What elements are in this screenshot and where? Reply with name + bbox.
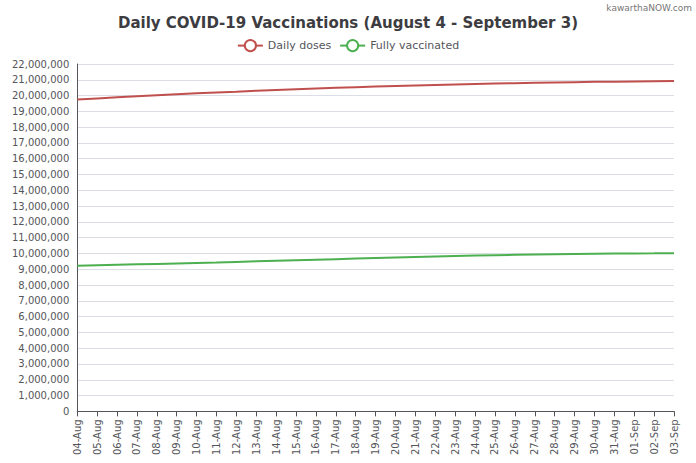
svg-text:20-Aug: 20-Aug [390, 419, 401, 455]
svg-text:26-Aug: 26-Aug [509, 419, 520, 455]
svg-text:22-Aug: 22-Aug [430, 419, 441, 455]
svg-text:13,000,000: 13,000,000 [12, 201, 69, 212]
svg-text:Daily COVID-19 Vaccinations (A: Daily COVID-19 Vaccinations (August 4 - … [118, 14, 578, 32]
svg-text:23-Aug: 23-Aug [450, 419, 461, 455]
svg-text:20,000,000: 20,000,000 [12, 90, 69, 101]
svg-text:02-Sep: 02-Sep [649, 419, 660, 454]
svg-text:9,000,000: 9,000,000 [18, 264, 69, 275]
svg-text:03-Sep: 03-Sep [669, 419, 680, 454]
svg-text:08-Aug: 08-Aug [151, 419, 162, 455]
svg-text:16-Aug: 16-Aug [310, 419, 321, 455]
svg-text:18,000,000: 18,000,000 [12, 122, 69, 133]
svg-text:6,000,000: 6,000,000 [18, 311, 69, 322]
svg-text:2,000,000: 2,000,000 [18, 374, 69, 385]
svg-text:05-Aug: 05-Aug [92, 419, 103, 455]
svg-text:27-Aug: 27-Aug [529, 419, 540, 455]
svg-text:25-Aug: 25-Aug [489, 419, 500, 455]
svg-text:10-Aug: 10-Aug [191, 419, 202, 455]
svg-text:14,000,000: 14,000,000 [12, 185, 69, 196]
svg-text:15-Aug: 15-Aug [291, 419, 302, 455]
svg-text:7,000,000: 7,000,000 [18, 295, 69, 306]
svg-text:28-Aug: 28-Aug [549, 419, 560, 455]
svg-text:30-Aug: 30-Aug [589, 419, 600, 455]
svg-text:10,000,000: 10,000,000 [12, 248, 69, 259]
svg-text:19,000,000: 19,000,000 [12, 106, 69, 117]
svg-text:17,000,000: 17,000,000 [12, 137, 69, 148]
svg-text:04-Aug: 04-Aug [72, 419, 83, 455]
svg-text:19-Aug: 19-Aug [370, 419, 381, 455]
svg-text:18-Aug: 18-Aug [350, 419, 361, 455]
svg-text:21,000,000: 21,000,000 [12, 74, 69, 85]
svg-text:Fully vaccinated: Fully vaccinated [370, 39, 459, 52]
svg-text:09-Aug: 09-Aug [171, 419, 182, 455]
svg-text:01-Sep: 01-Sep [629, 419, 640, 454]
svg-text:15,000,000: 15,000,000 [12, 169, 69, 180]
svg-text:22,000,000: 22,000,000 [12, 59, 69, 70]
svg-text:5,000,000: 5,000,000 [18, 327, 69, 338]
svg-text:Daily doses: Daily doses [268, 39, 332, 52]
svg-text:14-Aug: 14-Aug [271, 419, 282, 455]
svg-text:12-Aug: 12-Aug [231, 419, 242, 455]
svg-text:16,000,000: 16,000,000 [12, 153, 69, 164]
svg-text:29-Aug: 29-Aug [569, 419, 580, 455]
svg-text:11-Aug: 11-Aug [211, 419, 222, 455]
svg-text:24-Aug: 24-Aug [470, 419, 481, 455]
svg-text:0: 0 [63, 406, 69, 417]
svg-text:8,000,000: 8,000,000 [18, 280, 69, 291]
svg-text:06-Aug: 06-Aug [112, 419, 123, 455]
svg-text:13-Aug: 13-Aug [251, 419, 262, 455]
svg-text:kawarthaNOW.com: kawarthaNOW.com [606, 3, 692, 13]
svg-text:4,000,000: 4,000,000 [18, 343, 69, 354]
svg-text:21-Aug: 21-Aug [410, 419, 421, 455]
svg-text:3,000,000: 3,000,000 [18, 358, 69, 369]
svg-text:11,000,000: 11,000,000 [12, 232, 69, 243]
svg-text:31-Aug: 31-Aug [609, 419, 620, 455]
svg-text:12,000,000: 12,000,000 [12, 216, 69, 227]
svg-text:07-Aug: 07-Aug [131, 419, 142, 455]
svg-text:1,000,000: 1,000,000 [18, 390, 69, 401]
svg-text:17-Aug: 17-Aug [330, 419, 341, 455]
